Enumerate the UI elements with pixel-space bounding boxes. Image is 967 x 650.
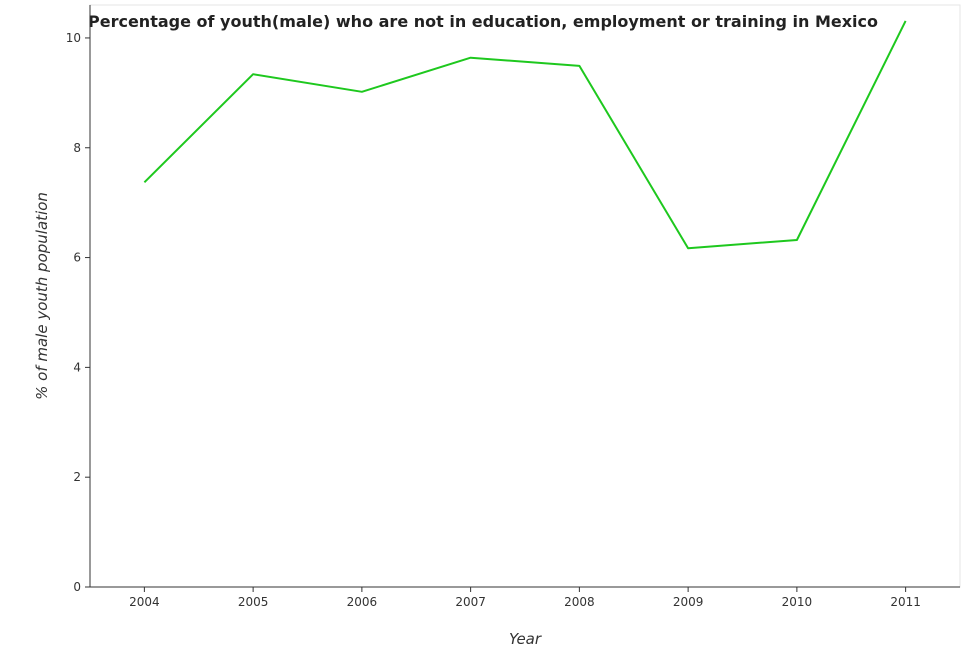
x-tick-label: 2006 (347, 595, 378, 609)
x-tick-label: 2011 (890, 595, 921, 609)
series-line (144, 21, 905, 248)
y-axis-ticks: 0 2 4 6 8 10 (66, 31, 90, 594)
y-tick-label: 2 (73, 470, 81, 484)
x-tick-label: 2008 (564, 595, 595, 609)
y-axis-label: % of male youth population (33, 192, 51, 400)
x-axis-label: Year (509, 630, 542, 648)
y-tick-label: 10 (66, 31, 81, 45)
x-tick-label: 2010 (782, 595, 813, 609)
x-axis-ticks: 2004 2005 2006 2007 2008 2009 2010 2011 (129, 587, 921, 609)
plot-frame (90, 5, 960, 587)
y-tick-label: 8 (73, 141, 81, 155)
x-tick-label: 2005 (238, 595, 269, 609)
y-tick-label: 4 (73, 360, 81, 374)
x-tick-label: 2004 (129, 595, 160, 609)
x-tick-label: 2009 (673, 595, 704, 609)
chart-title: Percentage of youth(male) who are not in… (88, 12, 878, 31)
x-tick-label: 2007 (455, 595, 486, 609)
y-tick-label: 6 (73, 251, 81, 265)
y-tick-label: 0 (73, 580, 81, 594)
series-group (144, 21, 905, 248)
